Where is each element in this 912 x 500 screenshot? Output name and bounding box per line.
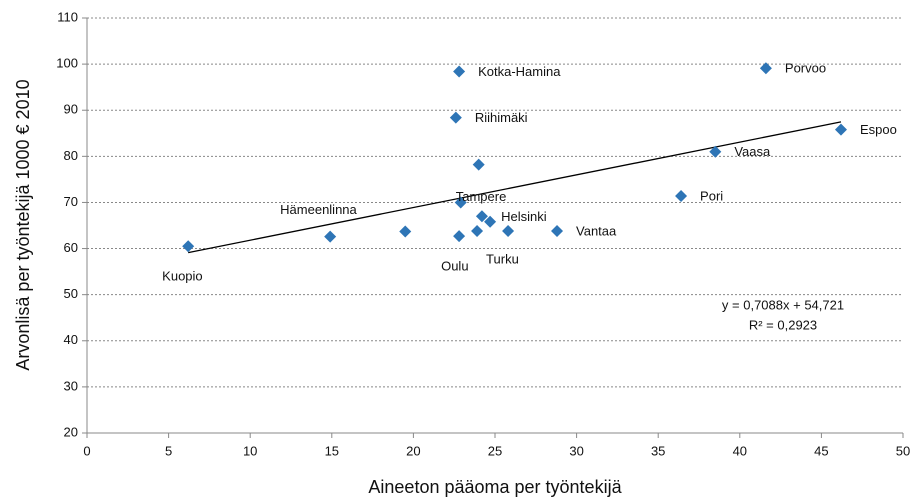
data-point	[454, 196, 467, 209]
point-label: Pori	[700, 188, 723, 203]
data-point	[399, 225, 412, 238]
x-tick-label: 45	[814, 443, 828, 458]
x-tick-label: 10	[243, 443, 257, 458]
y-tick-label: 80	[64, 148, 78, 163]
y-tick-label: 50	[64, 286, 78, 301]
data-point	[324, 230, 337, 243]
y-tick-label: 70	[64, 194, 78, 209]
point-label: Kuopio	[162, 269, 202, 284]
x-tick-label: 15	[325, 443, 339, 458]
data-point	[453, 65, 466, 78]
point-label: Tampere	[456, 189, 507, 204]
data-point	[182, 240, 195, 253]
x-tick-label: 25	[488, 443, 502, 458]
data-point	[471, 225, 484, 238]
y-axis-title: Arvonlisä per työntekijä 1000 € 2010	[13, 79, 33, 370]
y-tick-label: 30	[64, 378, 78, 393]
x-tick-label: 30	[569, 443, 583, 458]
x-tick-label: 40	[733, 443, 747, 458]
trend-equation: y = 0,7088x + 54,721	[722, 297, 844, 312]
data-point	[484, 215, 497, 228]
x-tick-label: 0	[83, 443, 90, 458]
data-point	[675, 189, 688, 202]
point-label: Porvoo	[785, 61, 826, 76]
data-point	[551, 225, 564, 238]
point-label: Vantaa	[576, 223, 617, 238]
data-point	[834, 123, 847, 136]
point-label: Oulu	[441, 259, 468, 274]
data-point	[449, 111, 462, 124]
x-tick-label: 20	[406, 443, 420, 458]
y-tick-label: 90	[64, 102, 78, 117]
y-tick-label: 60	[64, 240, 78, 255]
trendline	[188, 121, 842, 254]
point-label: Hämeenlinna	[280, 202, 357, 217]
y-tick-label: 110	[57, 9, 78, 24]
point-label: Helsinki	[501, 209, 547, 224]
data-point	[453, 230, 466, 243]
point-label: Vaasa	[734, 144, 771, 159]
point-label: Kotka-Hamina	[478, 64, 561, 79]
data-point	[709, 145, 722, 158]
data-point	[475, 210, 488, 223]
y-tick-label: 40	[64, 332, 78, 347]
data-point	[502, 225, 515, 238]
point-label: Espoo	[860, 122, 897, 137]
point-label: Turku	[486, 251, 519, 266]
x-tick-label: 50	[896, 443, 910, 458]
data-point	[472, 158, 485, 171]
x-axis-title: Aineeton pääoma per työntekijä	[368, 477, 622, 497]
x-tick-label: 35	[651, 443, 665, 458]
data-point	[759, 62, 772, 75]
y-tick-label: 20	[64, 424, 78, 439]
x-tick-label: 5	[165, 443, 172, 458]
point-label: Riihimäki	[475, 110, 528, 125]
trend-r2: R² = 0,2923	[749, 317, 817, 332]
y-tick-label: 100	[56, 56, 78, 71]
